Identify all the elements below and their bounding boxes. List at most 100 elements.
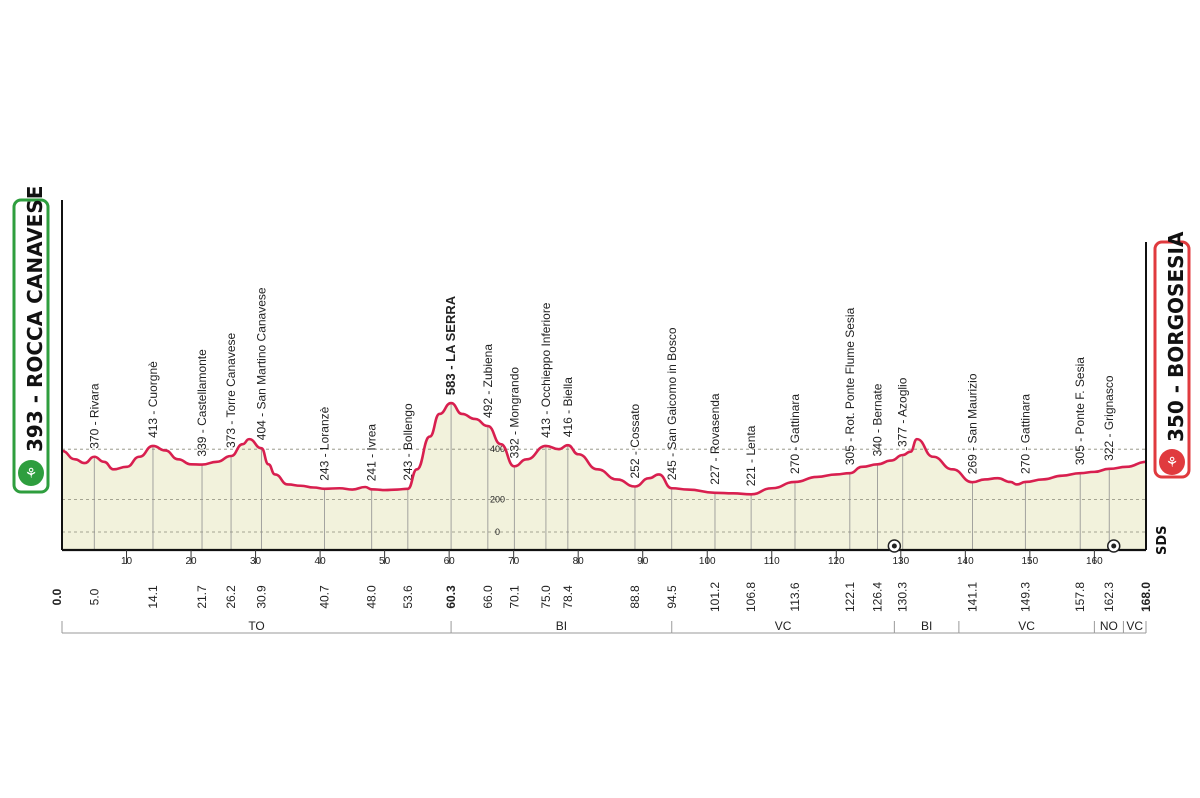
start-label: 393 - ROCCA CANAVESE — [23, 186, 47, 452]
province-layer: TO BI VC BI VC NO VC — [61, 619, 1147, 634]
location-label: 340 - Bernate — [871, 383, 885, 456]
y-tick-label: 200 — [490, 495, 505, 505]
x-tick-label: 20 — [185, 556, 197, 567]
location-km-label: 5.0 — [87, 588, 101, 605]
location-label: 221 - Lenta — [744, 425, 758, 486]
x-axis-layer: 10 20 30 40 50 60 70 80 90 100 110 120 130 140 150 160 0… — [50, 539, 1153, 612]
location-km-label: 106.8 — [744, 582, 758, 612]
province-label: VC — [1126, 619, 1143, 633]
location-km-label: 101.2 — [708, 582, 722, 612]
province-label: VC — [1018, 619, 1035, 633]
profile-area — [62, 403, 1146, 550]
location-label: 404 - San Martino Canavese — [254, 287, 268, 440]
start-flag-icon — [18, 460, 44, 486]
profile-fill-layer — [62, 403, 1146, 550]
location-label: 227 - Rovasenda — [708, 393, 722, 485]
location-km-label: 40.7 — [318, 585, 332, 609]
marker-dot — [1111, 543, 1117, 549]
start-badge: 393 - ROCCA CANAVESE ⚘ — [12, 186, 50, 494]
finish-km-label: 168.0 — [1139, 582, 1153, 612]
location-label: 270 - Gattinara — [788, 394, 802, 474]
location-km-label: 149.3 — [1018, 582, 1032, 612]
location-km-label: 70.1 — [507, 585, 521, 609]
location-label: 270 - Gattinara — [1018, 394, 1032, 474]
location-km-label: 122.1 — [843, 582, 857, 612]
location-km-label: 157.8 — [1073, 582, 1087, 612]
location-label: 416 - Biella — [561, 377, 575, 437]
location-label: 245 - San Gaicomo in Bosco — [665, 327, 679, 480]
location-km-label: 141.1 — [965, 582, 979, 612]
location-km-label: 66.0 — [481, 585, 495, 609]
y-tick-layer: 0 200 400 — [490, 444, 505, 537]
x-tick-label: 120 — [828, 556, 845, 567]
brand-logo: SDS — [1155, 525, 1170, 555]
x-tick-label: 10 — [121, 556, 133, 567]
x-tick-label: 70 — [508, 556, 520, 567]
province-label: BI — [921, 619, 932, 633]
finish-badge: 350 - BORGOSESIA ⚘ — [1153, 231, 1191, 479]
x-tick-label: 40 — [315, 556, 327, 567]
province-label: NO — [1100, 619, 1118, 633]
x-tick-label: 110 — [764, 556, 780, 567]
location-km-label: 94.5 — [665, 585, 679, 609]
x-tick-label: 130 — [892, 556, 909, 567]
location-label: 373 - Torre Canavese — [224, 333, 238, 449]
location-label: 322 - Grignasco — [1102, 375, 1116, 461]
x-tick-label: 30 — [250, 556, 262, 567]
location-label: 241 - Ivrea — [365, 424, 379, 482]
profile-line-layer — [61, 401, 1147, 496]
x-tick-label: 150 — [1022, 556, 1039, 567]
location-label: 413 - Cuorgnè — [146, 361, 160, 438]
location-km-label: 75.0 — [539, 585, 553, 609]
location-layer: 370 - Rivara 5.0 413 - Cuorgnè 14.1 339 - Ca… — [87, 287, 1116, 612]
location-km-label: 21.7 — [195, 585, 209, 609]
gridline-layer — [62, 448, 1146, 533]
cyclist-icon: ⚘ — [1166, 454, 1179, 470]
cyclist-icon: ⚘ — [25, 465, 38, 481]
location-km-label: 113.6 — [788, 582, 802, 611]
finish-badge-frame — [1153, 240, 1191, 479]
x-tick-label: 160 — [1086, 556, 1103, 567]
location-label: 305 - Rot. Ponte Flume Sesia — [843, 307, 857, 465]
finish-km-icon — [1106, 539, 1121, 553]
finish-flag-icon — [1159, 449, 1185, 475]
province-label: TO — [248, 619, 264, 633]
location-label: 413 - Occhieppo Inferiore — [539, 302, 553, 438]
x-tick-label: 50 — [379, 556, 391, 567]
location-km-label: 60.3 — [444, 585, 458, 609]
location-label: 269 - San Maurizio — [965, 373, 979, 474]
location-km-label: 88.8 — [628, 585, 642, 609]
location-km-label: 162.3 — [1102, 582, 1116, 612]
start-badge-frame — [12, 198, 50, 494]
y-tick-label: 0 — [495, 527, 500, 537]
location-km-label: 30.9 — [254, 585, 268, 609]
x-tick-label: 90 — [637, 556, 649, 567]
location-km-label: 130.3 — [896, 582, 910, 612]
y-tick-label: 400 — [490, 444, 505, 454]
x-tick-label: 140 — [957, 556, 974, 567]
location-km-label: 126.4 — [871, 582, 885, 612]
location-km-label: 14.1 — [146, 585, 160, 609]
location-label: 243 - Loranzè — [318, 406, 332, 480]
location-label: 492 - Zubiena — [481, 344, 495, 418]
location-label: 377 - Azoglio — [896, 377, 910, 447]
marker-dot — [891, 543, 897, 549]
sprint-icon — [887, 539, 902, 553]
location-km-label: 48.0 — [365, 585, 379, 609]
x-tick-label: 60 — [444, 556, 456, 567]
profile-line — [61, 401, 1147, 496]
start-km-label: 0.0 — [50, 588, 64, 605]
location-label: 252 - Cossato — [628, 403, 642, 478]
location-km-label: 26.2 — [224, 585, 238, 609]
location-label: 243 - Bollengo — [401, 403, 415, 481]
location-label: 332 - Mongrando — [507, 367, 521, 459]
location-label: 583 - LA SERRA — [443, 295, 458, 395]
finish-label: 350 - BORGOSESIA — [1164, 231, 1188, 442]
location-km-label: 78.4 — [561, 585, 575, 609]
province-label: BI — [556, 619, 567, 633]
location-km-label: 53.6 — [401, 585, 415, 609]
location-label: 370 - Rivara — [87, 383, 101, 449]
x-tick-label: 100 — [699, 556, 716, 567]
location-label: 305 - Ponte F. Sesia — [1073, 357, 1087, 465]
